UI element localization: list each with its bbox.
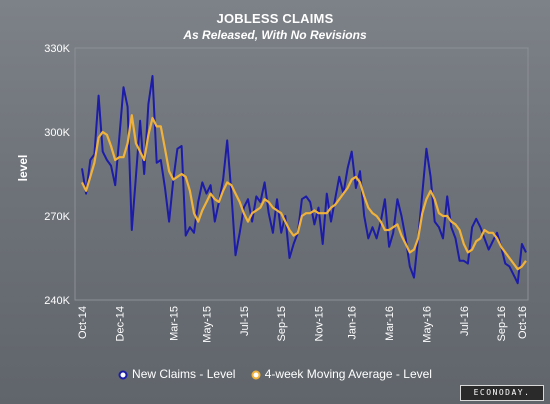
x-tick-label: Mar-15 — [168, 306, 180, 341]
series-lines — [81, 75, 527, 285]
y-tick-label: 300K — [44, 127, 70, 139]
x-axis-ticks: Oct-14 Dec-14 Mar-15 May-15 Jul-15 Sep-15 Nov-… — [77, 306, 529, 343]
chart-title: JOBLESS CLAIMS — [216, 11, 334, 26]
plot-area — [74, 47, 529, 301]
y-tick-label: 270K — [44, 211, 70, 223]
x-tick-label: May-15 — [201, 306, 213, 343]
series-line-moving-average — [81, 114, 527, 271]
y-axis-ticks: 240K 270K 300K 330K — [44, 43, 70, 307]
y-tick-label: 240K — [44, 295, 70, 307]
x-tick-label: Nov-15 — [314, 306, 326, 341]
legend-label-moving-average: 4-week Moving Average - Level — [264, 366, 432, 381]
x-tick-label: Jul-15 — [239, 306, 251, 336]
x-tick-label: Dec-14 — [114, 306, 126, 341]
x-tick-label: Oct-16 — [517, 306, 529, 339]
x-tick-label: Sep-16 — [496, 306, 508, 341]
legend-marker-new-claims — [118, 370, 128, 380]
legend-item-moving-average[interactable]: 4-week Moving Average - Level — [251, 367, 432, 381]
legend-item-new-claims[interactable]: New Claims - Level — [118, 367, 235, 381]
legend: New Claims - Level 4-week Moving Average… — [0, 366, 550, 381]
x-tick-label: May-16 — [421, 306, 433, 343]
series-line-new-claims — [81, 75, 527, 285]
chart-subtitle: As Released, With No Revisions — [183, 28, 367, 42]
econoday-logo: ECONODAY. — [460, 385, 544, 401]
x-tick-label: Jul-16 — [459, 306, 471, 336]
x-tick-label: Mar-16 — [384, 306, 396, 341]
x-tick-label: Sep-15 — [276, 306, 288, 341]
x-tick-label: Oct-14 — [77, 306, 89, 339]
y-tick-label: 330K — [44, 43, 70, 55]
legend-label-new-claims: New Claims - Level — [132, 366, 236, 381]
legend-marker-moving-average — [251, 370, 261, 380]
x-tick-label: Jan-16 — [347, 306, 359, 340]
